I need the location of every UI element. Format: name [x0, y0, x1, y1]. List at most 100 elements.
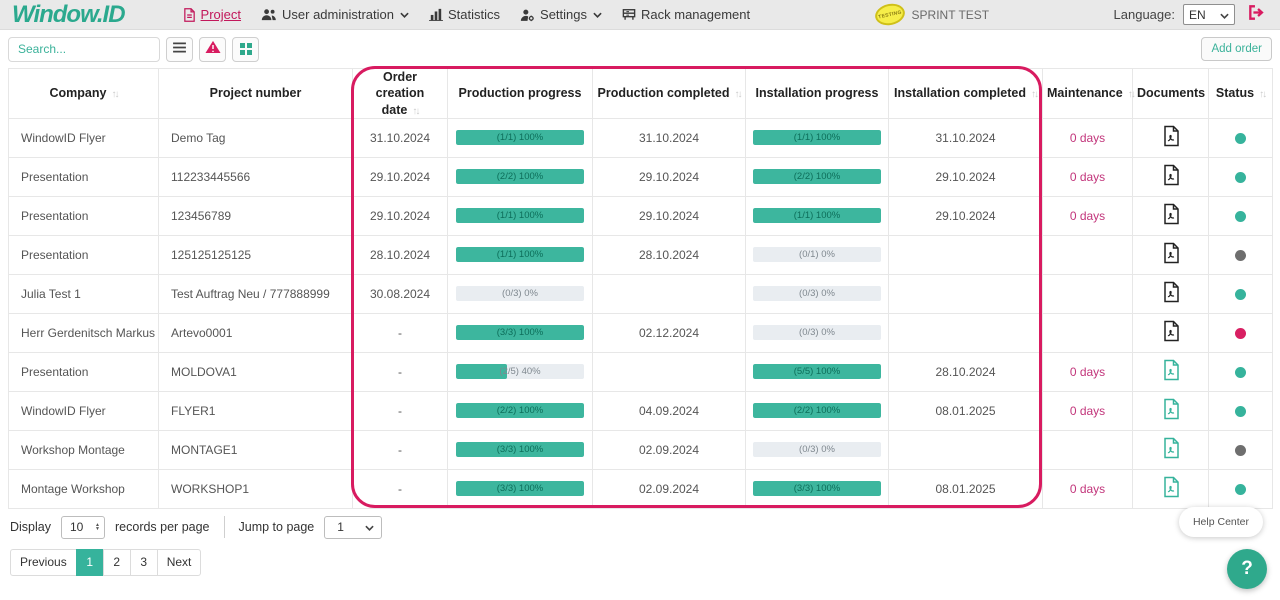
status-cell — [1208, 156, 1273, 197]
installation-completed-cell — [888, 312, 1043, 353]
add-order-button[interactable]: Add order — [1201, 37, 1272, 61]
col-project-number[interactable]: Project number — [158, 68, 353, 119]
pdf-icon[interactable] — [1161, 203, 1181, 225]
table-row[interactable]: Presentation 123456789 29.10.2024 (1/1) 100… — [8, 195, 1273, 236]
pdf-icon[interactable] — [1161, 281, 1181, 303]
installation-progress-cell: (0/3) 0% — [745, 312, 889, 353]
company-cell: Montage Workshop — [8, 468, 159, 509]
progress-bar: (2/2) 100% — [753, 403, 881, 419]
sort-icon: ↑↓ — [1259, 89, 1267, 101]
installation-progress-cell: (1/1) 100% — [745, 117, 889, 158]
col-order-creation-date[interactable]: Order creation date ↑↓ — [352, 68, 448, 119]
progress-bar: (2/5) 40% — [456, 364, 584, 380]
page-button-2[interactable]: 2 — [102, 548, 131, 576]
status-dot — [1235, 211, 1246, 223]
col-production-progress[interactable]: Production progress — [447, 68, 593, 119]
col-maintenance[interactable]: Maintenance ↑↓ — [1042, 68, 1136, 119]
installation-completed-cell — [888, 273, 1043, 314]
table-row[interactable]: Workshop Montage MONTAGE1- (3/3) 100% 02.09… — [8, 429, 1273, 470]
production-progress-cell: (2/2) 100% — [447, 156, 593, 197]
jump-to-page-select[interactable]: 1 — [324, 515, 383, 539]
installation-completed-cell: 08.01.2025 — [888, 468, 1043, 509]
company-cell: WindowID Flyer — [8, 390, 159, 431]
help-button[interactable]: ? — [1227, 549, 1267, 589]
nav-item-user-administration[interactable]: User administration — [261, 7, 409, 22]
pdf-icon[interactable] — [1161, 242, 1181, 264]
pdf-icon[interactable] — [1161, 320, 1181, 342]
page-button-previous[interactable]: Previous — [10, 548, 77, 576]
col-production-completed[interactable]: Production completed ↑↓ — [592, 68, 746, 119]
maintenance-cell: 0 days — [1042, 195, 1133, 236]
project-number-cell: WORKSHOP1 — [158, 468, 353, 509]
production-progress-cell: (2/5) 40% — [447, 351, 593, 392]
company-cell: Presentation — [8, 351, 159, 392]
installation-completed-cell: 08.01.2025 — [888, 390, 1043, 431]
maintenance-cell — [1042, 312, 1133, 353]
chevron-down-icon — [365, 520, 374, 534]
list-view-icon — [172, 40, 187, 58]
table-row[interactable]: WindowID Flyer Demo Tag 31.10.2024 (1/1) 10… — [8, 117, 1273, 158]
table-row[interactable]: Julia Test 1 Test Auftrag Neu / 777888999… — [8, 273, 1273, 314]
pdf-icon[interactable] — [1161, 398, 1181, 420]
search-input[interactable] — [8, 36, 160, 62]
company-cell: Julia Test 1 — [8, 273, 159, 314]
status-dot — [1235, 484, 1246, 496]
language-select[interactable]: EN — [1182, 4, 1235, 25]
grid-view-icon — [239, 43, 252, 55]
progress-bar: (3/3) 100% — [456, 325, 584, 341]
status-cell — [1208, 468, 1273, 509]
nav-item-statistics[interactable]: Statistics — [429, 7, 500, 22]
page-button-next[interactable]: Next — [156, 548, 202, 576]
documents-cell — [1132, 351, 1209, 392]
environment-label: SPRINT TEST — [911, 7, 990, 22]
documents-cell — [1132, 273, 1209, 314]
table-row[interactable]: Herr Gerdenitsch Markus Artevo0001- (3/3) … — [8, 312, 1273, 353]
nav-item-rack-management[interactable]: Rack management — [622, 7, 750, 22]
pdf-icon[interactable] — [1161, 437, 1181, 459]
col-installation-progress[interactable]: Installation progress — [745, 68, 889, 119]
per-page-spinner[interactable]: 10 ▲ ▼ — [61, 515, 105, 539]
company-cell: Presentation — [8, 234, 159, 275]
grid-view-button[interactable] — [232, 36, 259, 62]
logout-icon — [1247, 4, 1266, 26]
status-dot — [1235, 250, 1246, 262]
sort-icon: ↑↓ — [412, 105, 420, 117]
status-cell — [1208, 273, 1273, 314]
page-button-1[interactable]: 1 — [75, 548, 104, 576]
pdf-icon[interactable] — [1161, 164, 1181, 186]
col-documents[interactable]: Documents — [1132, 68, 1209, 119]
table-row[interactable]: Presentation 112233445566 29.10.2024 (2/2) … — [8, 156, 1273, 197]
col-installation-completed[interactable]: Installation completed ↑↓ — [888, 68, 1043, 119]
col-company[interactable]: Company ↑↓ — [8, 68, 159, 119]
alerts-button[interactable] — [199, 36, 226, 62]
list-view-button[interactable] — [166, 36, 193, 62]
col-status[interactable]: Status ↑↓ — [1208, 68, 1273, 119]
order-creation-date-cell: - — [352, 351, 448, 392]
company-cell: Presentation — [8, 195, 159, 236]
pdf-icon[interactable] — [1161, 359, 1181, 381]
installation-progress-cell: (1/1) 100% — [745, 195, 889, 236]
table-row[interactable]: Presentation MOLDOVA1- (2/5) 40% (5/5) 100%… — [8, 351, 1273, 392]
nav-item-project[interactable]: Project — [183, 7, 241, 22]
installation-progress-cell: (2/2) 100% — [745, 156, 889, 197]
installation-completed-cell: 31.10.2024 — [888, 117, 1043, 158]
language-group: Language: EN — [1114, 4, 1235, 25]
page-button-3[interactable]: 3 — [129, 548, 158, 576]
status-cell — [1208, 390, 1273, 431]
table-row[interactable]: WindowID Flyer FLYER1- (2/2) 100% 04.09.202… — [8, 390, 1273, 431]
pdf-icon[interactable] — [1161, 125, 1181, 147]
status-cell — [1208, 312, 1273, 353]
documents-cell — [1132, 195, 1209, 236]
logout-button[interactable] — [1247, 4, 1266, 26]
nav-item-settings[interactable]: Settings — [520, 7, 602, 22]
project-number-cell: Artevo0001 — [158, 312, 353, 353]
document-icon — [183, 7, 196, 22]
maintenance-cell — [1042, 234, 1133, 275]
pdf-icon[interactable] — [1161, 476, 1181, 498]
users-icon — [261, 8, 277, 21]
production-progress-cell: (2/2) 100% — [447, 390, 593, 431]
table-row[interactable]: Presentation 125125125125 28.10.2024 (1/1) … — [8, 234, 1273, 275]
divider — [223, 516, 225, 539]
app-logo[interactable]: Window.ID — [12, 0, 126, 28]
table-row[interactable]: Montage Workshop WORKSHOP1- (3/3) 100% 02.0… — [8, 468, 1273, 509]
